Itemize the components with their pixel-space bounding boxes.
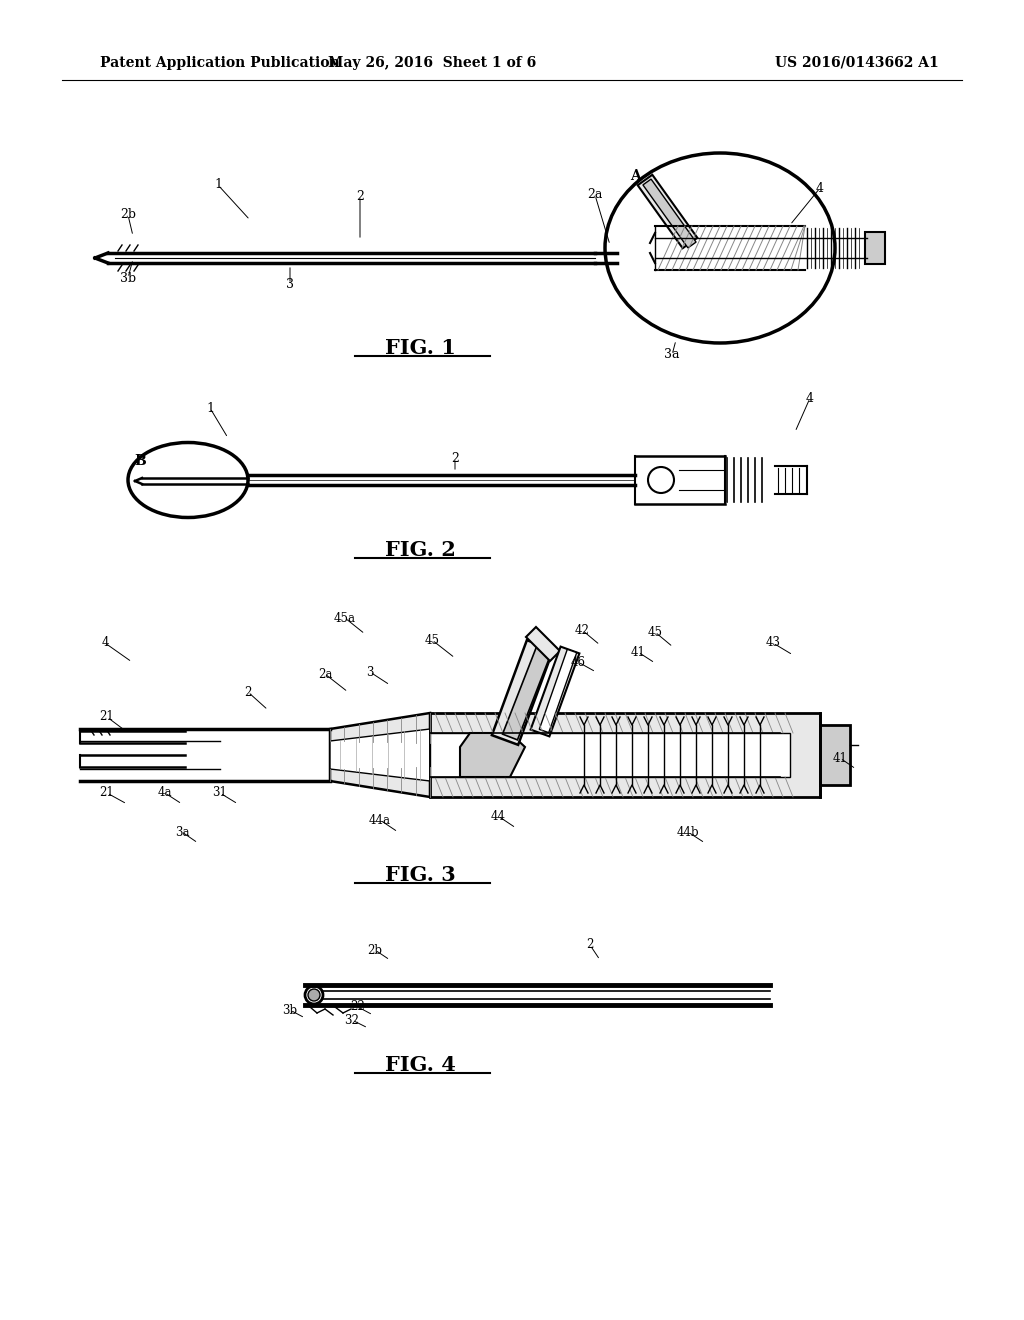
Text: 2: 2 [245,685,252,698]
Circle shape [648,467,674,492]
Text: 44a: 44a [369,813,391,826]
Text: FIG. 1: FIG. 1 [385,338,456,358]
Text: 32: 32 [344,1014,359,1027]
Text: 2b: 2b [120,209,136,222]
Text: 2: 2 [587,939,594,952]
Polygon shape [330,729,430,781]
Text: 45a: 45a [334,611,356,624]
Polygon shape [540,649,577,733]
Text: Patent Application Publication: Patent Application Publication [100,55,340,70]
Text: B: B [134,454,145,469]
Text: 31: 31 [213,787,227,800]
Text: May 26, 2016  Sheet 1 of 6: May 26, 2016 Sheet 1 of 6 [328,55,537,70]
Text: 3a: 3a [665,348,680,362]
Polygon shape [638,174,697,248]
Bar [820,725,850,785]
Bar [865,232,885,264]
Text: 22: 22 [350,1001,366,1014]
Text: 4: 4 [806,392,814,404]
Text: 46: 46 [570,656,586,668]
Text: 44: 44 [490,809,506,822]
Polygon shape [643,180,696,248]
Text: 3b: 3b [120,272,136,285]
Text: 41: 41 [833,751,848,764]
Text: 44b: 44b [677,825,699,838]
Text: 2: 2 [451,451,459,465]
Bar [430,713,820,797]
Text: 43: 43 [766,636,780,649]
Text: 4: 4 [816,181,824,194]
Text: 41: 41 [631,645,645,659]
Text: 45: 45 [425,634,439,647]
Text: US 2016/0143662 A1: US 2016/0143662 A1 [775,55,939,70]
Text: 1: 1 [206,401,214,414]
Text: 2a: 2a [317,668,332,681]
Polygon shape [330,713,430,797]
Polygon shape [530,647,580,737]
Text: FIG. 3: FIG. 3 [385,865,456,884]
Text: 1: 1 [214,178,222,191]
Text: 3b: 3b [283,1003,298,1016]
Circle shape [308,989,319,1001]
Text: 4: 4 [101,636,109,649]
Text: 2a: 2a [588,189,603,202]
Text: 45: 45 [647,626,663,639]
Text: 21: 21 [99,787,115,800]
Polygon shape [503,644,553,741]
Text: FIG. 2: FIG. 2 [385,540,456,560]
Text: FIG. 4: FIG. 4 [385,1055,456,1074]
Polygon shape [492,640,553,744]
Text: 3: 3 [286,277,294,290]
Text: 4a: 4a [158,787,172,800]
Bar [430,733,790,777]
Text: 3: 3 [367,665,374,678]
Text: 21: 21 [99,710,115,723]
Polygon shape [526,627,560,661]
Text: 2b: 2b [368,944,383,957]
Polygon shape [460,733,525,777]
Text: A: A [630,169,640,183]
Text: 2: 2 [356,190,364,202]
Text: 42: 42 [574,623,590,636]
Text: 3a: 3a [175,825,189,838]
